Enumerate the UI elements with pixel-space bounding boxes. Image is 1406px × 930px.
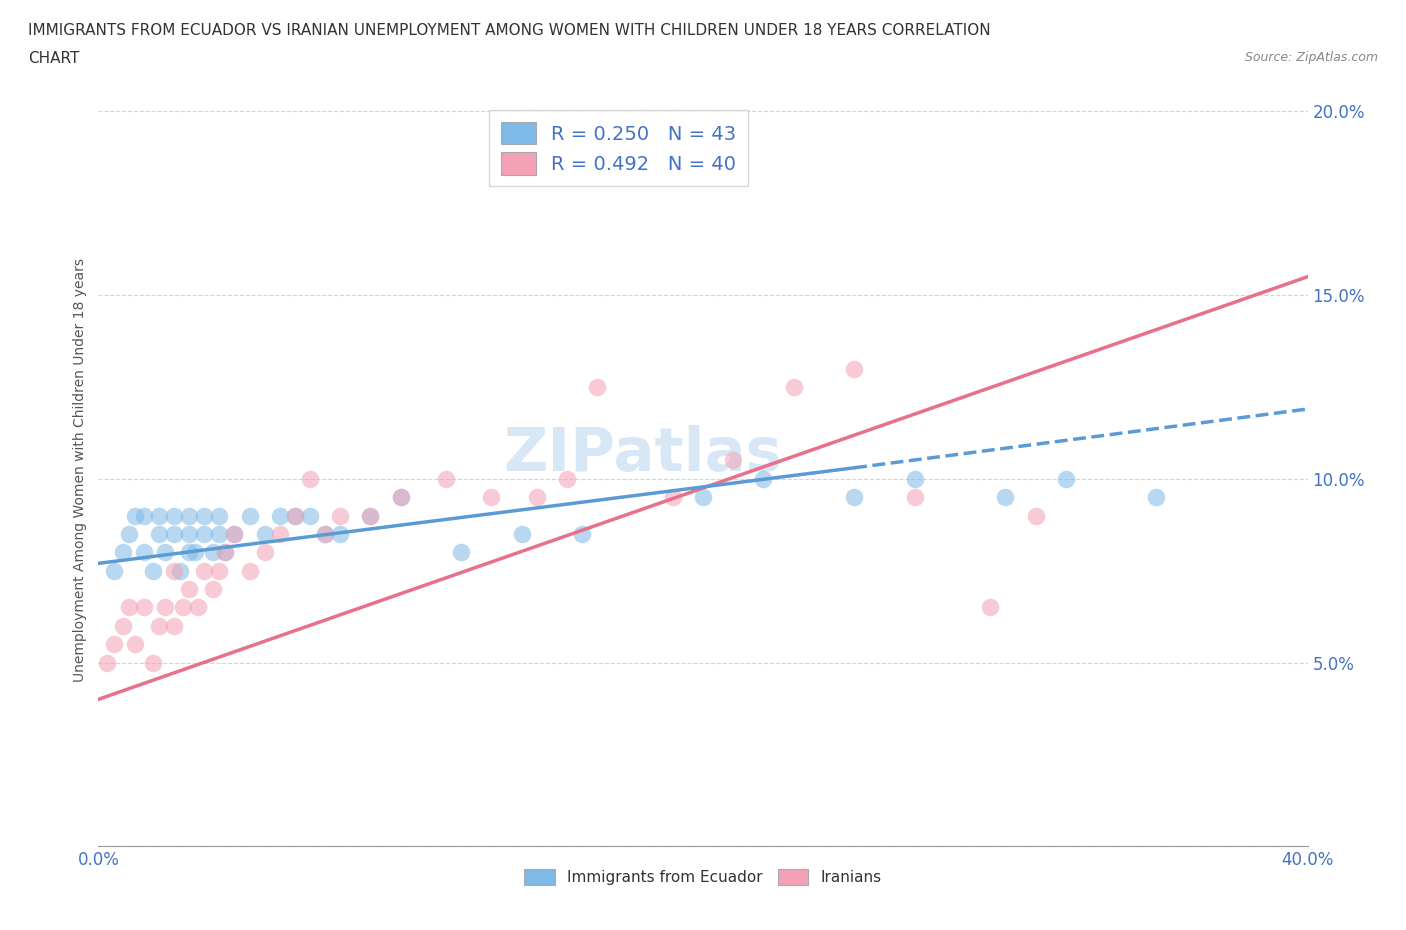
Point	[692, 490, 714, 505]
Point	[253, 526, 276, 541]
Point	[193, 564, 215, 578]
Point	[208, 564, 231, 578]
Text: IMMIGRANTS FROM ECUADOR VS IRANIAN UNEMPLOYMENT AMONG WOMEN WITH CHILDREN UNDER : IMMIGRANTS FROM ECUADOR VS IRANIAN UNEMP…	[28, 23, 991, 38]
Point	[187, 600, 209, 615]
Point	[284, 508, 307, 523]
Point	[179, 526, 201, 541]
Point	[299, 508, 322, 523]
Point	[111, 618, 134, 633]
Point	[389, 490, 412, 505]
Point	[224, 526, 246, 541]
Point	[510, 526, 533, 541]
Point	[148, 526, 170, 541]
Point	[239, 564, 262, 578]
Point	[314, 526, 336, 541]
Point	[1054, 472, 1077, 486]
Text: ZIPatlas: ZIPatlas	[503, 425, 782, 485]
Point	[202, 581, 225, 596]
Point	[994, 490, 1017, 505]
Point	[299, 472, 322, 486]
Point	[723, 453, 745, 468]
Point	[103, 564, 125, 578]
Point	[389, 490, 412, 505]
Point	[111, 545, 134, 560]
Point	[844, 490, 866, 505]
Point	[661, 490, 683, 505]
Point	[103, 637, 125, 652]
Point	[193, 526, 215, 541]
Point	[783, 379, 806, 394]
Point	[202, 545, 225, 560]
Point	[450, 545, 472, 560]
Point	[269, 526, 291, 541]
Point	[555, 472, 578, 486]
Point	[179, 508, 201, 523]
Point	[214, 545, 236, 560]
Point	[132, 508, 155, 523]
Point	[153, 545, 176, 560]
Point	[193, 508, 215, 523]
Point	[179, 545, 201, 560]
Point	[434, 472, 457, 486]
Point	[586, 379, 609, 394]
Point	[172, 600, 194, 615]
Point	[214, 545, 236, 560]
Text: CHART: CHART	[28, 51, 80, 66]
Y-axis label: Unemployment Among Women with Children Under 18 years: Unemployment Among Women with Children U…	[73, 258, 87, 682]
Point	[979, 600, 1001, 615]
Point	[329, 526, 352, 541]
Point	[179, 581, 201, 596]
Point	[132, 545, 155, 560]
Point	[481, 490, 503, 505]
Point	[142, 655, 165, 670]
Point	[142, 564, 165, 578]
Point	[163, 508, 186, 523]
Point	[224, 526, 246, 541]
Point	[526, 490, 548, 505]
Point	[1144, 490, 1167, 505]
Point	[169, 564, 191, 578]
Point	[96, 655, 118, 670]
Point	[360, 508, 382, 523]
Point	[571, 526, 593, 541]
Text: Source: ZipAtlas.com: Source: ZipAtlas.com	[1244, 51, 1378, 64]
Point	[118, 600, 141, 615]
Point	[314, 526, 336, 541]
Point	[284, 508, 307, 523]
Point	[148, 508, 170, 523]
Point	[269, 508, 291, 523]
Point	[132, 600, 155, 615]
Point	[163, 526, 186, 541]
Point	[253, 545, 276, 560]
Legend: Immigrants from Ecuador, Iranians: Immigrants from Ecuador, Iranians	[517, 863, 889, 891]
Point	[904, 490, 927, 505]
Point	[239, 508, 262, 523]
Point	[844, 361, 866, 376]
Point	[184, 545, 207, 560]
Point	[329, 508, 352, 523]
Point	[208, 526, 231, 541]
Point	[163, 564, 186, 578]
Point	[360, 508, 382, 523]
Point	[118, 526, 141, 541]
Point	[124, 508, 146, 523]
Point	[153, 600, 176, 615]
Point	[208, 508, 231, 523]
Point	[163, 618, 186, 633]
Point	[148, 618, 170, 633]
Point	[1024, 508, 1046, 523]
Point	[904, 472, 927, 486]
Point	[752, 472, 775, 486]
Point	[124, 637, 146, 652]
